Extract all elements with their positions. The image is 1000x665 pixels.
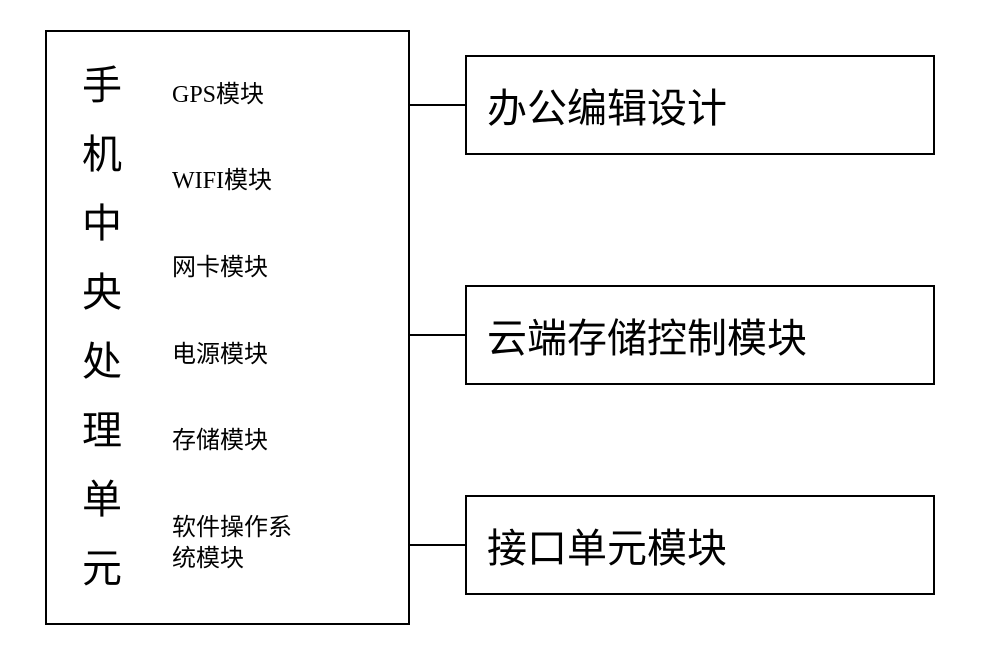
connector-line-1 [410, 104, 465, 106]
connector-line-2 [410, 334, 465, 336]
module-storage: 存储模块 [172, 426, 393, 457]
module-gps: GPS模块 [172, 80, 393, 111]
module-power: 电源模块 [172, 340, 393, 371]
box-cloud-storage: 云端存储控制模块 [465, 285, 935, 385]
box-interface-unit-label: 接口单元模块 [487, 516, 727, 574]
title-char: 理 [82, 407, 122, 455]
main-cpu-box: 手 机 中 央 处 理 单 元 GPS模块 WIFI模块 网卡模块 电源模块 存… [45, 30, 410, 625]
box-office-edit-label: 办公编辑设计 [487, 76, 727, 134]
module-wifi: WIFI模块 [172, 166, 393, 197]
module-network-card: 网卡模块 [172, 253, 393, 284]
title-char: 单 [82, 476, 122, 524]
modules-list: GPS模块 WIFI模块 网卡模块 电源模块 存储模块 软件操作系 统模块 [157, 32, 408, 623]
vertical-title: 手 机 中 央 处 理 单 元 [47, 32, 157, 623]
title-char: 元 [82, 545, 122, 593]
title-char: 中 [82, 200, 122, 248]
box-interface-unit: 接口单元模块 [465, 495, 935, 595]
module-os: 软件操作系 统模块 [172, 513, 393, 575]
title-char: 手 [82, 62, 122, 110]
box-office-edit: 办公编辑设计 [465, 55, 935, 155]
box-cloud-storage-label: 云端存储控制模块 [487, 306, 807, 364]
title-char: 央 [82, 269, 122, 317]
connector-line-3 [410, 544, 465, 546]
title-char: 处 [82, 338, 122, 386]
title-char: 机 [82, 131, 122, 179]
